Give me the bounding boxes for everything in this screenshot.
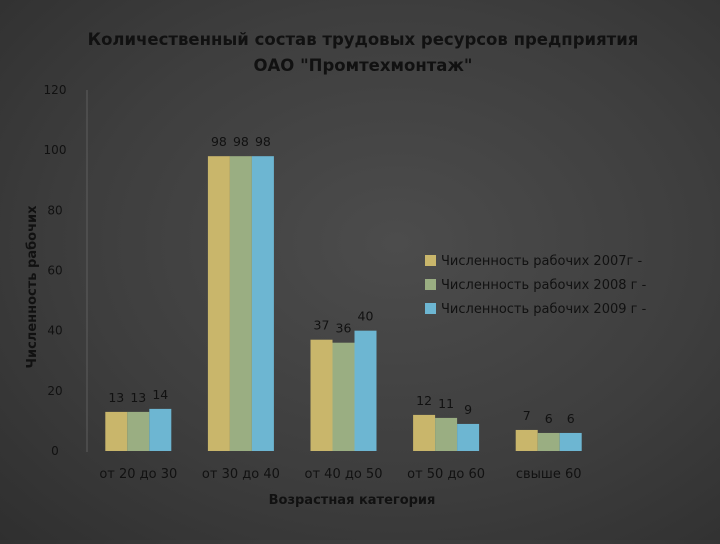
y-tick-label: 20 xyxy=(47,384,62,398)
legend-label: Численность рабочих 2007г - xyxy=(441,254,642,269)
data-label: 37 xyxy=(314,318,330,333)
bar xyxy=(435,417,458,451)
data-label: 98 xyxy=(255,134,271,149)
bar xyxy=(229,156,252,451)
data-label: 7 xyxy=(523,408,531,423)
legend-label: Численность рабочих 2009 г - xyxy=(441,302,647,317)
x-tick-label: от 50 до 60 xyxy=(407,467,485,482)
y-tick-label: 60 xyxy=(47,264,62,278)
y-tick-label: 80 xyxy=(47,203,62,217)
y-tick-label: 120 xyxy=(44,83,67,97)
legend-swatch xyxy=(425,279,436,290)
bar xyxy=(559,432,582,451)
y-tick-label: 100 xyxy=(44,143,67,157)
legend: Численность рабочих 2007г - Численность р… xyxy=(425,254,647,317)
bar xyxy=(105,411,128,451)
bar xyxy=(251,156,274,451)
legend-swatch xyxy=(425,303,436,314)
x-tick-label: свыше 60 xyxy=(516,467,582,482)
bar xyxy=(149,408,172,451)
chart-title-line2: ОАО "Промтехмонтаж" xyxy=(254,56,473,75)
data-label: 6 xyxy=(545,411,553,426)
legend-label: Численность рабочих 2008 г - xyxy=(441,278,647,293)
y-ticks: 0 20 40 60 80 100 120 xyxy=(44,83,67,458)
bar xyxy=(537,432,560,451)
bar xyxy=(354,330,377,451)
legend-swatch xyxy=(425,255,436,266)
data-label: 40 xyxy=(358,309,374,324)
bar xyxy=(457,423,480,451)
chart-title-line1: Количественный состав трудовых ресурсов … xyxy=(88,30,639,49)
data-label: 13 xyxy=(108,390,124,405)
y-tick-label: 40 xyxy=(47,324,62,338)
data-label: 36 xyxy=(336,321,352,336)
data-label: 12 xyxy=(416,393,432,408)
x-tick-label: от 40 до 50 xyxy=(305,467,383,482)
bar xyxy=(332,342,355,451)
data-label: 13 xyxy=(130,390,146,405)
x-tick-label: от 30 до 40 xyxy=(202,467,280,482)
data-label: 98 xyxy=(233,134,249,149)
data-label: 6 xyxy=(567,411,575,426)
bar xyxy=(207,156,230,451)
y-tick-label: 0 xyxy=(51,444,59,458)
data-label: 11 xyxy=(438,396,454,411)
y-axis-label: Численность рабочих xyxy=(25,205,40,369)
x-tick-label: от 20 до 30 xyxy=(99,467,177,482)
data-label: 98 xyxy=(211,134,227,149)
data-label: 14 xyxy=(152,387,168,402)
bar xyxy=(310,339,333,451)
bar xyxy=(515,429,538,451)
x-ticks: от 20 до 30 от 30 до 40 от 40 до 50 от 50 д… xyxy=(99,467,581,482)
data-label: 9 xyxy=(464,402,472,417)
bar xyxy=(127,411,150,451)
x-axis-label: Возрастная категория xyxy=(269,493,436,508)
bar xyxy=(413,414,436,451)
